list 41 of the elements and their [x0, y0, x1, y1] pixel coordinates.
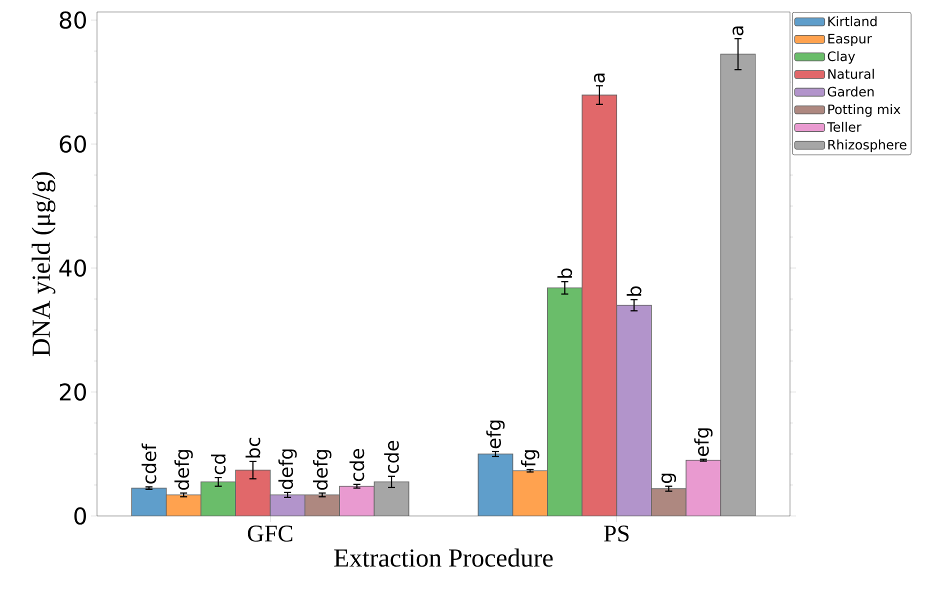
data-label: cde	[350, 448, 364, 482]
bar	[478, 454, 514, 516]
x-tick-label: PS	[604, 526, 629, 542]
bar	[616, 304, 652, 516]
bar	[339, 486, 375, 516]
legend-label: Garden	[828, 86, 874, 97]
bar	[131, 488, 167, 516]
legend-label: Teller	[827, 122, 862, 132]
legend-label: Easpur	[828, 34, 872, 46]
y-tick-label: 20	[60, 383, 86, 401]
data-label: defg	[313, 450, 332, 490]
bar	[547, 287, 582, 516]
legend-label: Clay	[828, 51, 856, 64]
data-label: cdef	[142, 443, 156, 484]
y-tick-label: 0	[74, 507, 86, 525]
y-tick-label: 60	[60, 135, 86, 153]
bar	[686, 460, 722, 516]
data-label: defg	[174, 450, 193, 490]
data-label: g	[661, 474, 676, 483]
bar	[200, 481, 236, 516]
x-axis-title: Extraction Procedure	[334, 548, 553, 567]
data-label: cd	[210, 454, 226, 474]
data-label: defg	[278, 449, 297, 490]
legend-label: Rhizosphere	[828, 140, 906, 152]
legend-label: Natural	[828, 68, 874, 79]
data-label: efg	[694, 428, 713, 456]
legend-label: Kirtland	[828, 16, 877, 26]
data-label: efg	[486, 420, 505, 448]
data-label: fg	[520, 450, 540, 467]
data-label: b	[626, 286, 642, 296]
bar	[270, 494, 306, 516]
x-tick-label: GFC	[248, 526, 292, 542]
y-axis-title: DNA yield (μg/g)	[32, 172, 56, 356]
data-label: bc	[246, 438, 260, 458]
y-tick-label: 80	[60, 11, 86, 29]
data-label: cde	[384, 440, 399, 474]
y-tick-label: 40	[59, 259, 86, 277]
legend-label: Potting mix	[828, 104, 900, 117]
data-label: a	[594, 74, 605, 82]
data-label: a	[732, 26, 744, 36]
data-label: b	[557, 268, 572, 278]
